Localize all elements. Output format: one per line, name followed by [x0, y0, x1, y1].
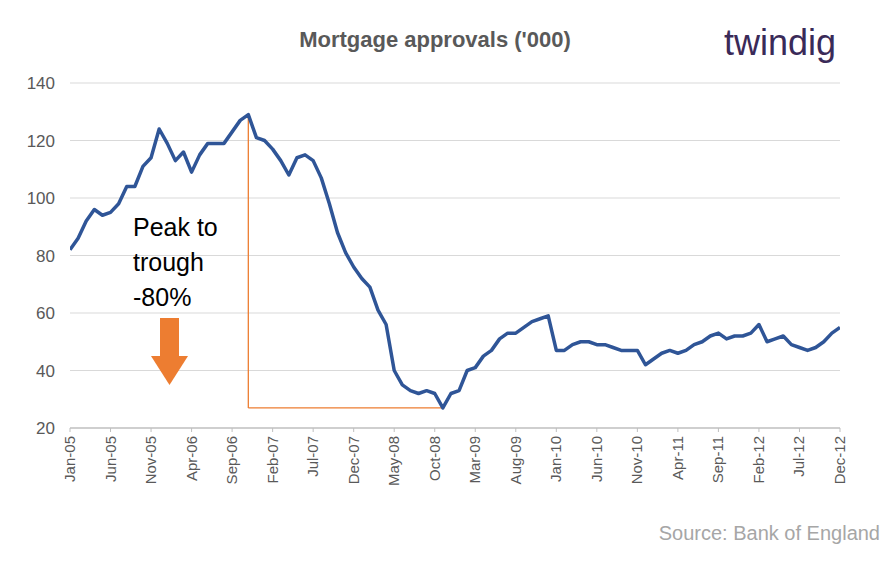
y-tick-label: 140: [27, 74, 55, 93]
annotation: trough: [133, 248, 204, 276]
y-tick-label: 20: [36, 419, 55, 438]
x-tick-label: Jul-12: [790, 436, 807, 477]
x-tick-label: Sep-06: [223, 436, 240, 484]
x-tick-label: Feb-07: [264, 436, 281, 484]
x-tick-label: Jun-10: [588, 436, 605, 482]
x-tick: [151, 428, 152, 432]
annotation: Peak to: [133, 213, 218, 241]
y-tick-label: 60: [36, 304, 55, 323]
plot-area: [70, 115, 840, 408]
source: Source: Bank of England: [659, 522, 880, 544]
x-tick: [394, 428, 395, 432]
x-tick: [313, 428, 314, 432]
peak-marker: [248, 115, 249, 408]
x-tick-label: Mar-09: [466, 436, 483, 484]
y-tick-label: 80: [36, 247, 55, 266]
x-tick-label: Apr-11: [669, 436, 686, 480]
x-tick-label: May-08: [385, 436, 402, 486]
x-tick: [272, 428, 273, 432]
annotation: -80%: [133, 283, 191, 311]
x-tick: [353, 428, 354, 432]
x-tick-label: Sep-11: [709, 436, 726, 483]
x-tick-label: Feb-12: [750, 436, 767, 484]
grid-line: [70, 198, 840, 199]
x-axis-line: [70, 428, 840, 429]
x-tick-label: Dec-12: [831, 436, 848, 484]
x-tick: [232, 428, 233, 432]
x-tick-label: Jun-05: [102, 436, 119, 482]
title: Mortgage approvals ('000): [299, 27, 571, 52]
x-tick: [677, 428, 678, 432]
grid-line: [70, 370, 840, 371]
x-tick-label: Nov-05: [142, 436, 159, 484]
x-tick: [840, 428, 841, 432]
x-tick: [596, 428, 597, 432]
x-tick-label: Jul-07: [304, 436, 321, 477]
x-tick-label: Aug-09: [507, 436, 524, 484]
x-tick: [799, 428, 800, 432]
grid-line: [70, 83, 840, 84]
x-tick-label: Dec-07: [345, 436, 362, 484]
x-tick-label: Jan-10: [547, 436, 564, 482]
x-tick: [191, 428, 192, 432]
x-tick: [637, 428, 638, 432]
x-tick-label: Nov-10: [628, 436, 645, 484]
series-line: [70, 115, 840, 408]
x-tick: [758, 428, 759, 432]
trough-marker: [248, 407, 443, 408]
grid-line: [70, 140, 840, 141]
x-tick: [70, 428, 71, 432]
arrow-shaft: [160, 318, 179, 356]
x-tick: [110, 428, 111, 432]
x-tick: [434, 428, 435, 432]
x-tick: [556, 428, 557, 432]
x-tick-label: Jan-05: [61, 436, 78, 482]
x-tick: [718, 428, 719, 432]
logo: twindig: [724, 22, 836, 63]
grid-line: [70, 428, 840, 429]
grid-line: [70, 313, 840, 314]
x-tick-label: Oct-08: [426, 436, 443, 481]
x-tick-label: Apr-06: [183, 436, 200, 481]
y-tick-label: 40: [36, 362, 55, 381]
x-tick: [475, 428, 476, 432]
y-tick-label: 100: [27, 189, 55, 208]
arrow-head: [151, 356, 188, 385]
chart: 20 40 60 80 100 120 140 Jan-05 Jun-05 Nov-05 Apr-0…: [0, 0, 896, 561]
x-tick: [515, 428, 516, 432]
y-tick-label: 120: [27, 132, 55, 151]
